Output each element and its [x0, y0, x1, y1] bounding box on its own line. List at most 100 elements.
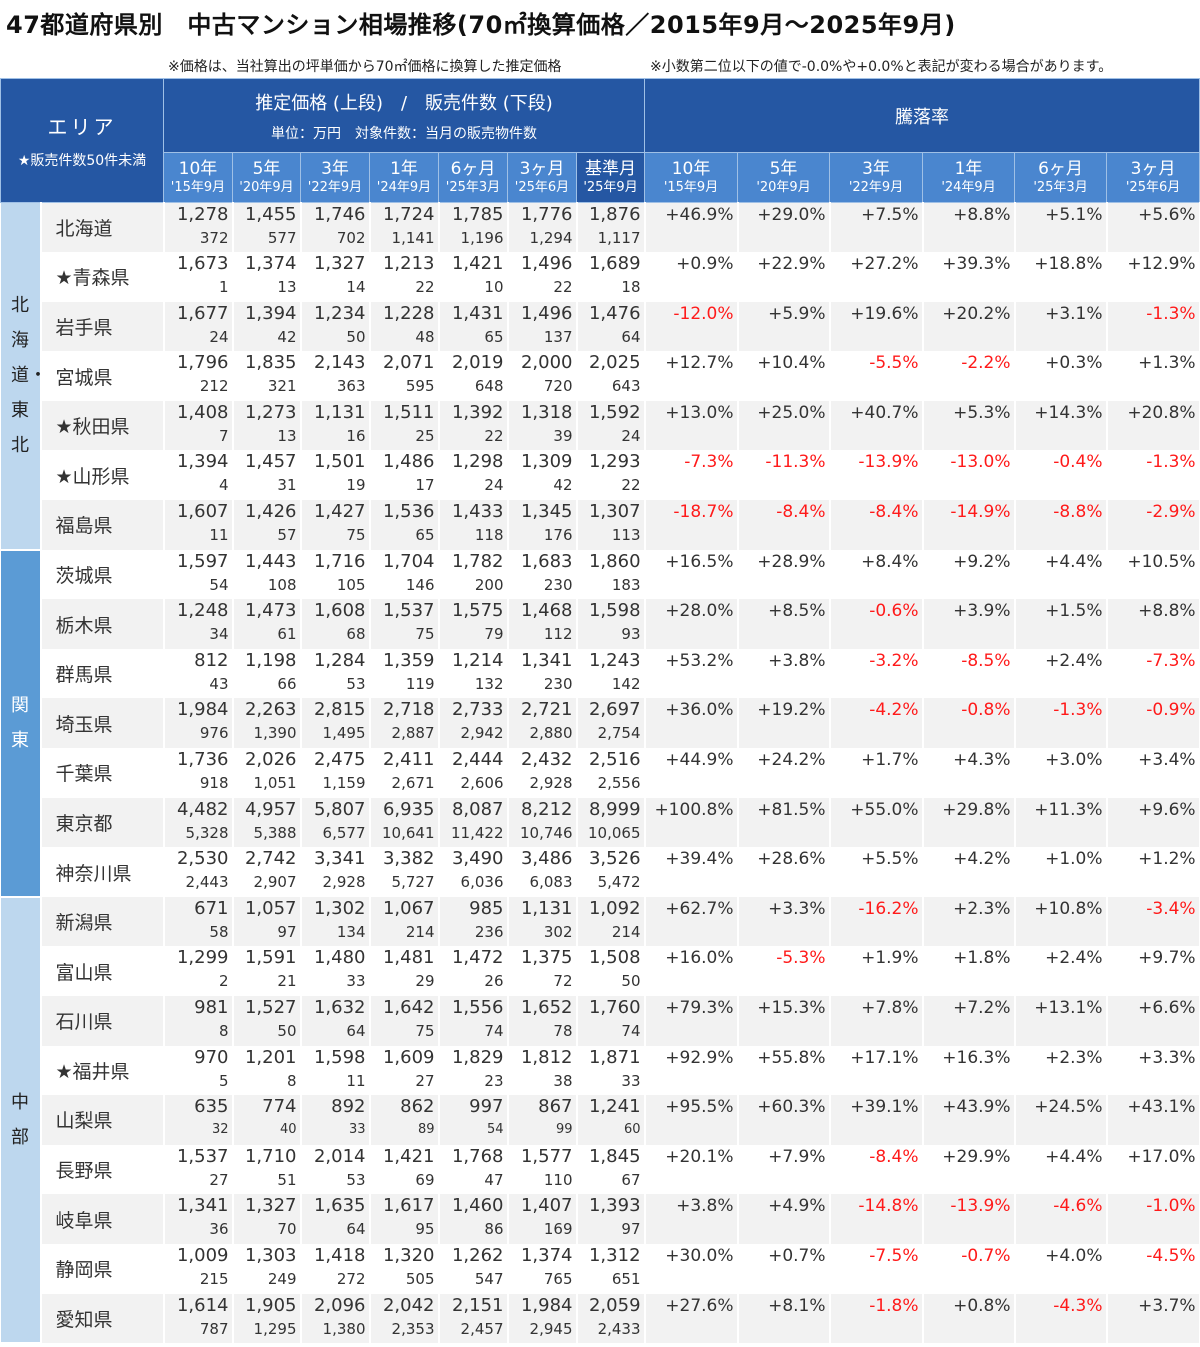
rate-cell: +7.2% [921, 996, 1016, 1046]
rate-value: +12.7% [665, 353, 734, 374]
rate-value: -8.4% [869, 502, 919, 523]
price-value: 1,527 [244, 997, 297, 1018]
rate-cell: +8.1% [736, 1293, 831, 1344]
listing-count: 2,928 [322, 873, 366, 892]
rate-value: +43.9% [942, 1097, 1011, 1118]
rate-cell: +7.8% [828, 996, 924, 1046]
price-value: 1,591 [244, 947, 297, 969]
rate-cell: +17.1% [828, 1045, 924, 1096]
prefecture-name: 神奈川県 [39, 847, 165, 897]
listing-count: 10 [484, 278, 504, 297]
listing-count: 1,196 [460, 229, 504, 247]
rate-value: +24.5% [1034, 1097, 1103, 1118]
rate-cell: +4.2% [921, 847, 1016, 897]
price-cell: 2,530 2,443 [162, 847, 234, 897]
price-cell: 1,421 69 [368, 1144, 440, 1195]
price-cell: 2,059 2,433 [575, 1293, 646, 1344]
rate-value: +2.3% [953, 898, 1011, 919]
rate-cell: +28.0% [643, 599, 739, 649]
rate-value: +13.0% [665, 402, 734, 423]
price-cell: 1,327 70 [231, 1194, 302, 1244]
rate-cell: +1.0% [1013, 847, 1108, 897]
rate-cell: -2.2% [921, 351, 1016, 401]
price-value: 2,071 [382, 352, 435, 374]
price-value: 1,278 [176, 204, 229, 225]
price-cell: 1,501 19 [299, 450, 371, 501]
listing-count: 70 [277, 1220, 297, 1239]
price-value: 1,228 [382, 302, 435, 324]
rate-value: +5.6% [1138, 205, 1196, 225]
listing-count: 65 [484, 327, 504, 346]
price-cell: 1,632 64 [299, 996, 371, 1046]
price-value: 1,635 [313, 1195, 366, 1217]
column-date: '22年9月 [307, 179, 363, 195]
price-cell: 1,262 547 [437, 1243, 509, 1294]
rate-cell: +19.2% [736, 698, 831, 749]
listing-count: 5,328 [185, 823, 229, 842]
column-date: '25年3月 [1033, 179, 1088, 195]
rate-value: +14.3% [1034, 402, 1103, 423]
listing-count: 1,117 [597, 229, 641, 247]
rate-cell: +15.3% [736, 996, 831, 1046]
price-value: 1,617 [382, 1195, 435, 1217]
prefecture-name: 茨城県 [39, 549, 165, 600]
listing-count: 14 [346, 278, 366, 297]
listing-count: 8 [286, 1071, 297, 1090]
price-value: 1,293 [588, 451, 641, 473]
listing-count: 10,746 [520, 823, 573, 842]
rate-cell: +16.3% [921, 1045, 1016, 1096]
price-cell: 1,724 1,141 [368, 202, 440, 253]
listing-count: 505 [405, 1269, 435, 1288]
rate-value: -4.5% [1146, 1245, 1196, 1266]
price-cell: 1,812 38 [506, 1045, 578, 1096]
price-cell: 1,617 95 [368, 1194, 440, 1244]
price-value: 1,067 [382, 897, 435, 919]
rate-cell: -11.3% [736, 450, 831, 501]
rate-value: +16.5% [665, 551, 734, 572]
price-value: 1,345 [520, 501, 573, 523]
listing-count: 19 [346, 476, 366, 495]
rate-value: +0.7% [768, 1245, 826, 1266]
prefecture-name: 千葉県 [39, 748, 165, 798]
price-value: 2,733 [451, 699, 504, 721]
listing-count: 93 [621, 625, 641, 644]
price-value: 1,455 [244, 204, 297, 225]
listing-count: 39 [553, 426, 573, 445]
price-value: 1,632 [313, 997, 366, 1018]
price-cell: 2,025 643 [575, 351, 646, 401]
price-value: 970 [194, 1046, 229, 1068]
column-date: '25年9月 [583, 179, 638, 195]
prefecture-name: 埼玉県 [39, 698, 165, 749]
price-value: 1,320 [382, 1244, 435, 1266]
price-value: 1,796 [176, 352, 229, 374]
prefecture-name: 長野県 [39, 1144, 165, 1195]
listing-count: 97 [277, 922, 297, 941]
rate-cell: +79.3% [643, 996, 739, 1046]
rate-value: +55.0% [850, 799, 919, 820]
price-value: 1,476 [588, 302, 641, 324]
price-value: 1,871 [588, 1046, 641, 1068]
price-cell: 1,433 118 [437, 500, 509, 550]
price-value: 1,201 [244, 1046, 297, 1068]
price-value: 1,501 [313, 451, 366, 473]
price-value: 1,273 [244, 401, 297, 423]
listing-count: 53 [346, 674, 366, 693]
column-label: 6ヶ月 [1038, 158, 1083, 179]
rate-cell: +7.9% [736, 1144, 831, 1195]
rate-value: +15.3% [757, 998, 826, 1018]
price-cell: 1,394 4 [162, 450, 234, 501]
rate-cell: +2.4% [1013, 648, 1108, 699]
column-label: 5年 [252, 158, 281, 179]
price-cell: 1,689 18 [575, 252, 646, 302]
price-value: 2,475 [313, 749, 366, 771]
rate-value: -7.3% [1146, 650, 1196, 671]
listing-count: 595 [405, 377, 435, 396]
price-value: 1,341 [520, 649, 573, 671]
listing-count: 212 [199, 377, 229, 396]
rate-cell: -1.0% [1105, 1194, 1200, 1244]
rate-value: +17.0% [1127, 1146, 1196, 1167]
rate-value: +17.1% [850, 1047, 919, 1068]
rate-column-header: 10年 '15年9月 [644, 152, 739, 203]
rate-value: +4.9% [768, 1196, 826, 1217]
price-value: 3,490 [451, 848, 504, 870]
